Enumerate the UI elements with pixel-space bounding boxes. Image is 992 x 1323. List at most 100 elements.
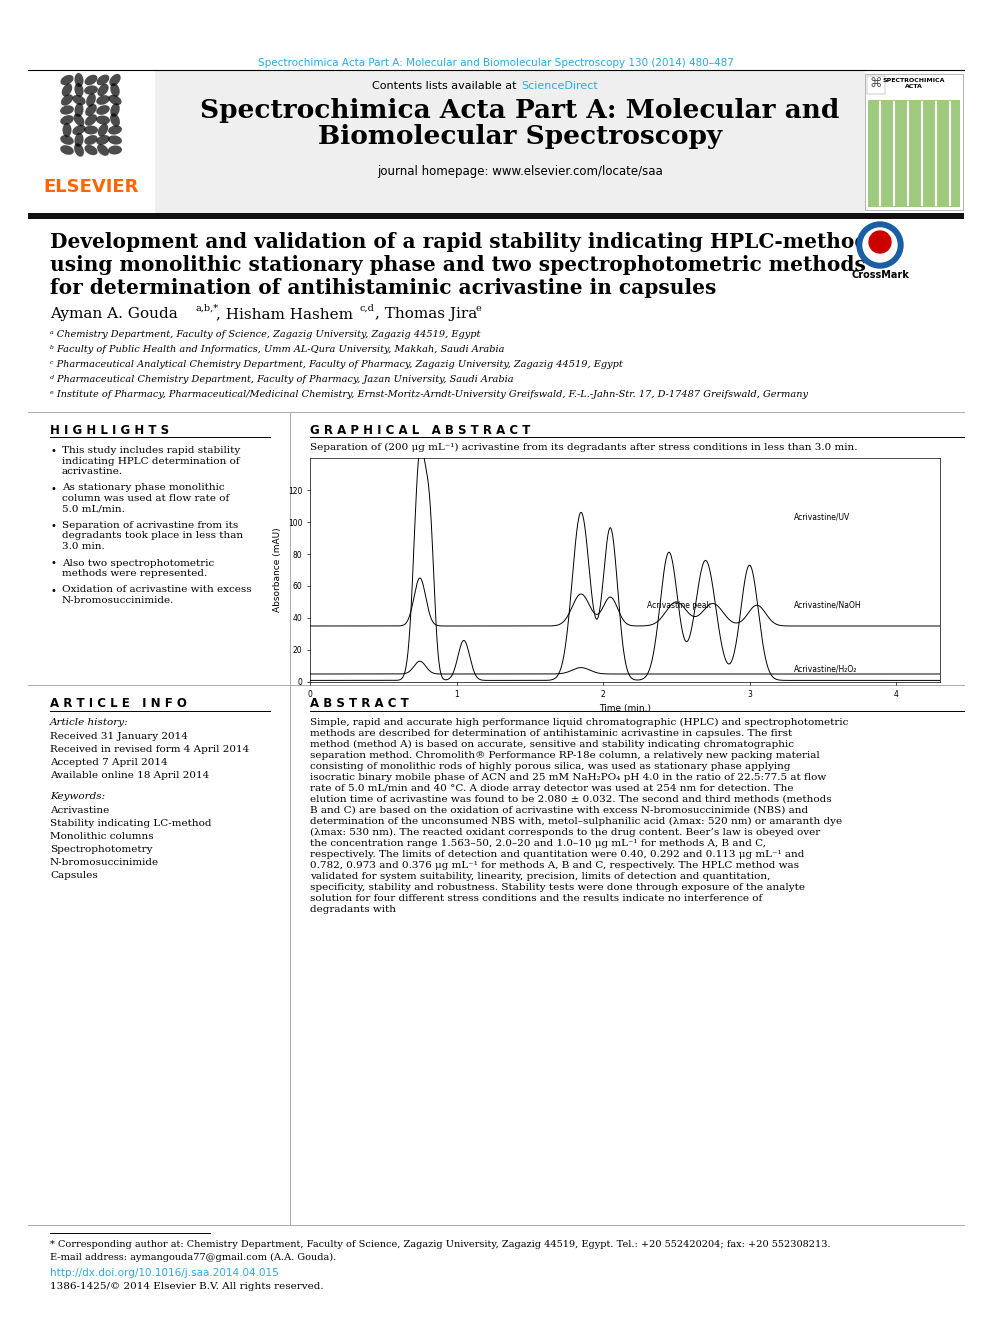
Text: SPECTROCHIMICA: SPECTROCHIMICA [883, 78, 945, 83]
Text: e: e [475, 304, 481, 314]
Text: Separation of (200 μg mL⁻¹) acrivastine from its degradants after stress conditi: Separation of (200 μg mL⁻¹) acrivastine … [310, 443, 857, 452]
Text: separation method. Chromolith® Performance RP-18e column, a relatively new packi: separation method. Chromolith® Performan… [310, 751, 819, 759]
Bar [865, 74, 963, 210]
Text: respectively. The limits of detection and quantitation were 0.40, 0.292 and 0.11: respectively. The limits of detection an… [310, 849, 805, 859]
Ellipse shape [96, 74, 109, 86]
Ellipse shape [110, 114, 120, 127]
Text: indicating HPLC determination of: indicating HPLC determination of [62, 456, 240, 466]
Ellipse shape [61, 115, 73, 124]
Ellipse shape [108, 126, 122, 135]
Text: the concentration range 1.563–50, 2.0–20 and 1.0–10 μg mL⁻¹ for methods A, B and: the concentration range 1.563–50, 2.0–20… [310, 839, 766, 848]
Ellipse shape [96, 105, 110, 115]
Ellipse shape [61, 106, 73, 115]
Text: 5.0 mL/min.: 5.0 mL/min. [62, 504, 125, 513]
Text: ⌘: ⌘ [870, 77, 882, 90]
Ellipse shape [61, 146, 73, 155]
Text: elution time of acrivastine was found to be 2.080 ± 0.032. The second and third : elution time of acrivastine was found to… [310, 795, 831, 804]
Ellipse shape [62, 83, 72, 97]
Text: consisting of monolithic rods of highly porous silica, was used as stationary ph: consisting of monolithic rods of highly … [310, 762, 791, 771]
Text: ᶜ Pharmaceutical Analytical Chemistry Department, Faculty of Pharmacy, Zagazig U: ᶜ Pharmaceutical Analytical Chemistry De… [50, 360, 623, 369]
Text: This study includes rapid stability: This study includes rapid stability [62, 446, 240, 455]
Ellipse shape [97, 83, 109, 97]
Text: Spectrochimica Acta Part A: Molecular and Biomolecular Spectroscopy 130 (2014) 4: Spectrochimica Acta Part A: Molecular an… [258, 58, 734, 67]
Text: method (method A) is based on accurate, sensitive and stability indicating chrom: method (method A) is based on accurate, … [310, 740, 794, 749]
Text: Oxidation of acrivastine with excess: Oxidation of acrivastine with excess [62, 586, 252, 594]
Text: http://dx.doi.org/10.1016/j.saa.2014.04.015: http://dx.doi.org/10.1016/j.saa.2014.04.… [50, 1267, 279, 1278]
Text: As stationary phase monolithic: As stationary phase monolithic [62, 483, 224, 492]
Text: Also two spectrophotometric: Also two spectrophotometric [62, 558, 214, 568]
Ellipse shape [86, 93, 96, 107]
Text: Stability indicating LC-method: Stability indicating LC-method [50, 819, 211, 828]
Ellipse shape [97, 144, 109, 156]
Text: solution for four different stress conditions and the results indicate no interf: solution for four different stress condi… [310, 894, 762, 904]
Text: Biomolecular Spectroscopy: Biomolecular Spectroscopy [318, 124, 722, 149]
Ellipse shape [61, 94, 73, 106]
Text: E-mail address: aymangouda77@gmail.com (A.A. Gouda).: E-mail address: aymangouda77@gmail.com (… [50, 1253, 336, 1262]
Ellipse shape [96, 135, 110, 146]
Ellipse shape [74, 103, 83, 116]
Ellipse shape [108, 135, 122, 144]
Text: rate of 5.0 mL/min and 40 °C. A diode array detector was used at 254 nm for dete: rate of 5.0 mL/min and 40 °C. A diode ar… [310, 785, 794, 792]
Y-axis label: Absorbance (mAU): Absorbance (mAU) [274, 528, 283, 613]
Text: A R T I C L E   I N F O: A R T I C L E I N F O [50, 697, 186, 710]
Text: determination of the unconsumed NBS with, metol–sulphanilic acid (λmax: 520 nm) : determination of the unconsumed NBS with… [310, 818, 842, 826]
Ellipse shape [96, 95, 110, 105]
Text: •: • [50, 483, 56, 493]
Text: Received 31 January 2014: Received 31 January 2014 [50, 732, 187, 741]
Text: column was used at flow rate of: column was used at flow rate of [62, 493, 229, 503]
Ellipse shape [73, 114, 84, 126]
Text: Keywords:: Keywords: [50, 792, 105, 800]
Ellipse shape [108, 146, 122, 155]
Ellipse shape [61, 75, 73, 85]
Ellipse shape [85, 105, 97, 116]
Text: •: • [50, 521, 56, 531]
Text: degradants with: degradants with [310, 905, 396, 914]
Ellipse shape [84, 144, 97, 155]
Ellipse shape [98, 123, 108, 136]
Text: methods were represented.: methods were represented. [62, 569, 207, 578]
Text: Acrivastine/UV: Acrivastine/UV [794, 513, 850, 521]
Text: N-bromosuccinimide: N-bromosuccinimide [50, 859, 159, 867]
Text: ᵃ Chemistry Department, Faculty of Science, Zagazig University, Zagazig 44519, E: ᵃ Chemistry Department, Faculty of Scien… [50, 329, 480, 339]
Text: Received in revised form 4 April 2014: Received in revised form 4 April 2014 [50, 745, 249, 754]
Text: H I G H L I G H T S: H I G H L I G H T S [50, 423, 169, 437]
Text: using monolithic stationary phase and two spectrophotometric methods: using monolithic stationary phase and tw… [50, 255, 866, 275]
Text: degradants took place in less than: degradants took place in less than [62, 532, 243, 541]
Text: Acrivastine: Acrivastine [50, 806, 109, 815]
Bar [155, 71, 865, 213]
Text: CrossMark: CrossMark [851, 270, 909, 280]
Text: ᵇ Faculty of Public Health and Informatics, Umm AL-Qura University, Makkah, Saud: ᵇ Faculty of Public Health and Informati… [50, 345, 505, 355]
Text: a,b,*: a,b,* [195, 304, 218, 314]
Text: B and C) are based on the oxidation of acrivastine with excess N-bromosuccinimid: B and C) are based on the oxidation of a… [310, 806, 808, 815]
Text: , Thomas Jira: , Thomas Jira [375, 307, 477, 321]
Text: ELSEVIER: ELSEVIER [44, 179, 139, 196]
Text: ᵈ Pharmaceutical Chemistry Department, Faculty of Pharmacy, Jazan University, Sa: ᵈ Pharmaceutical Chemistry Department, F… [50, 374, 514, 384]
Text: Ayman A. Gouda: Ayman A. Gouda [50, 307, 178, 321]
Ellipse shape [84, 75, 97, 85]
X-axis label: Time (min.): Time (min.) [599, 704, 651, 713]
Text: * Corresponding author at: Chemistry Department, Faculty of Science, Zagazig Uni: * Corresponding author at: Chemistry Dep… [50, 1240, 830, 1249]
Circle shape [869, 232, 891, 253]
Text: Monolithic columns: Monolithic columns [50, 832, 154, 841]
Text: •: • [50, 558, 56, 569]
Text: Article history:: Article history: [50, 718, 129, 728]
Text: methods are described for determination of antihistaminic acrivastine in capsule: methods are described for determination … [310, 729, 793, 738]
Text: Development and validation of a rapid stability indicating HPLC-method: Development and validation of a rapid st… [50, 232, 869, 251]
Text: specificity, stability and robustness. Stability tests were done through exposur: specificity, stability and robustness. S… [310, 882, 805, 892]
Text: Acrivastine peak: Acrivastine peak [647, 601, 711, 610]
Text: ᵉ Institute of Pharmacy, Pharmaceutical/Medicinal Chemistry, Ernst-Moritz-Arndt-: ᵉ Institute of Pharmacy, Pharmaceutical/… [50, 390, 808, 400]
Ellipse shape [72, 124, 85, 135]
Text: 1386-1425/© 2014 Elsevier B.V. All rights reserved.: 1386-1425/© 2014 Elsevier B.V. All right… [50, 1282, 323, 1291]
Text: journal homepage: www.elsevier.com/locate/saa: journal homepage: www.elsevier.com/locat… [377, 165, 663, 179]
Text: Available online 18 April 2014: Available online 18 April 2014 [50, 771, 209, 781]
Text: 0.782, 0.973 and 0.376 μg mL⁻¹ for methods A, B and C, respectively. The HPLC me: 0.782, 0.973 and 0.376 μg mL⁻¹ for metho… [310, 861, 799, 871]
Ellipse shape [108, 95, 122, 105]
Text: (λmax: 530 nm). The reacted oxidant corresponds to the drug content. Beer’s law : (λmax: 530 nm). The reacted oxidant corr… [310, 828, 820, 837]
Ellipse shape [96, 115, 110, 124]
Text: Accepted 7 April 2014: Accepted 7 April 2014 [50, 758, 168, 767]
Text: •: • [50, 446, 56, 456]
Ellipse shape [109, 74, 121, 86]
Text: N-bromosuccinimide.: N-bromosuccinimide. [62, 595, 175, 605]
Text: A B S T R A C T: A B S T R A C T [310, 697, 409, 710]
Text: ACTA: ACTA [905, 83, 923, 89]
